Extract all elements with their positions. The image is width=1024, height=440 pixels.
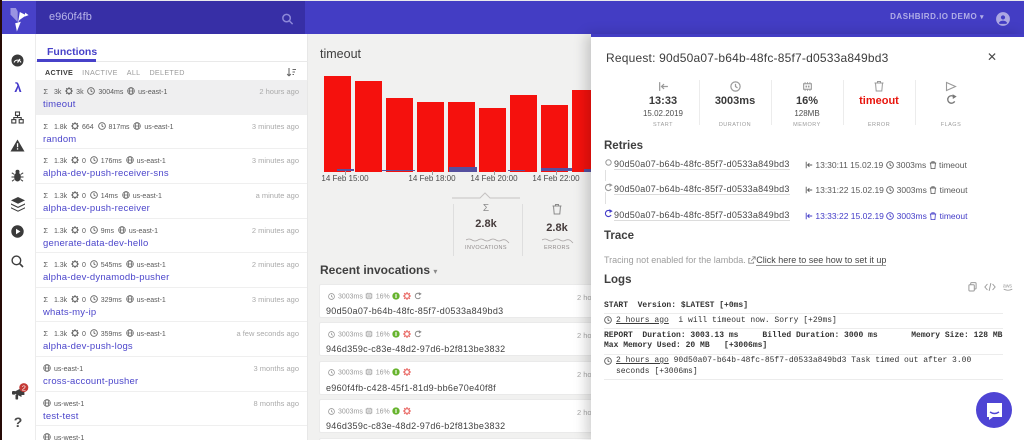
svg-text:Σ: Σ <box>43 295 48 303</box>
svg-text:Σ: Σ <box>43 191 48 199</box>
svg-text:aws: aws <box>1003 283 1013 289</box>
svg-text:2: 2 <box>22 383 26 392</box>
svg-text:Σ: Σ <box>43 156 48 164</box>
svg-text:Σ: Σ <box>43 226 48 234</box>
svg-text:Σ: Σ <box>43 87 48 95</box>
svg-text:Σ: Σ <box>43 260 48 268</box>
svg-text:Σ: Σ <box>43 122 48 130</box>
svg-text:Σ: Σ <box>43 329 48 337</box>
